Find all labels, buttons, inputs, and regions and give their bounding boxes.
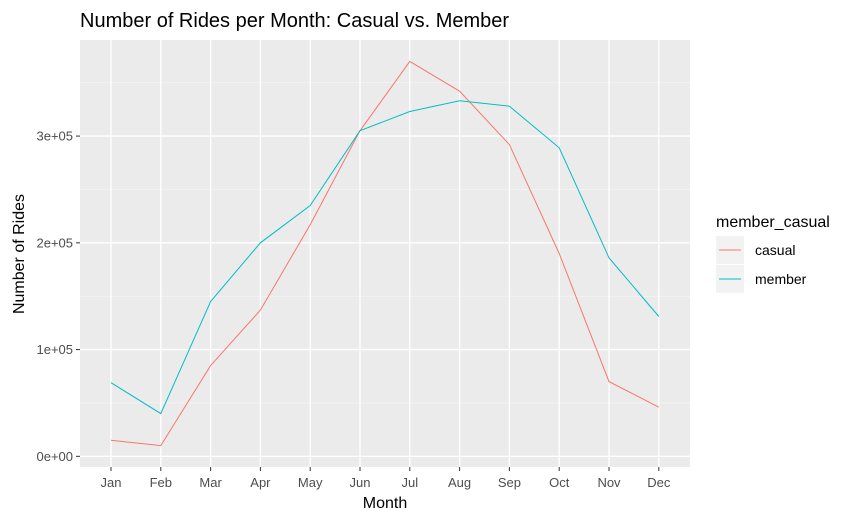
x-tick-label: Jul xyxy=(401,475,418,490)
y-tick-label: 1e+05 xyxy=(36,342,73,357)
legend-title: member_casual xyxy=(716,214,830,231)
legend-label-member: member xyxy=(755,271,807,287)
x-tick-label: Jun xyxy=(350,475,371,490)
x-tick-label: Feb xyxy=(150,475,172,490)
x-tick-label: Mar xyxy=(199,475,222,490)
legend-label-casual: casual xyxy=(755,242,795,258)
series-line-member xyxy=(110,100,660,415)
y-tick-label: 3e+05 xyxy=(36,129,73,144)
x-tick-label: Aug xyxy=(448,475,471,490)
x-tick-label: Jan xyxy=(101,475,122,490)
x-tick-label: Apr xyxy=(250,475,271,490)
x-tick-label: Oct xyxy=(549,475,570,490)
y-tick-label: 0e+00 xyxy=(36,449,73,464)
x-axis-title: Month xyxy=(363,495,407,512)
x-axis-ticks: Jan Feb Mar Apr May Jun Jul Aug Sep Oct Nov Dec xyxy=(101,467,671,490)
x-tick-label: Dec xyxy=(647,475,671,490)
y-axis-ticks: 0e+00 1e+05 2e+05 3e+05 xyxy=(36,129,80,464)
y-tick-label: 2e+05 xyxy=(36,235,73,250)
major-gridlines xyxy=(80,40,690,467)
plot-panel xyxy=(80,40,690,467)
chart-title: Number of Rides per Month: Casual vs. Me… xyxy=(80,10,509,32)
x-tick-label: May xyxy=(298,475,323,490)
x-tick-label: Sep xyxy=(498,475,521,490)
series-line-casual xyxy=(110,60,660,447)
legend: member_casual casual member xyxy=(716,214,830,293)
minor-gridlines xyxy=(80,82,690,404)
y-axis-title: Number of Rides xyxy=(11,194,28,314)
series-lines xyxy=(110,60,660,447)
x-tick-label: Nov xyxy=(597,475,621,490)
